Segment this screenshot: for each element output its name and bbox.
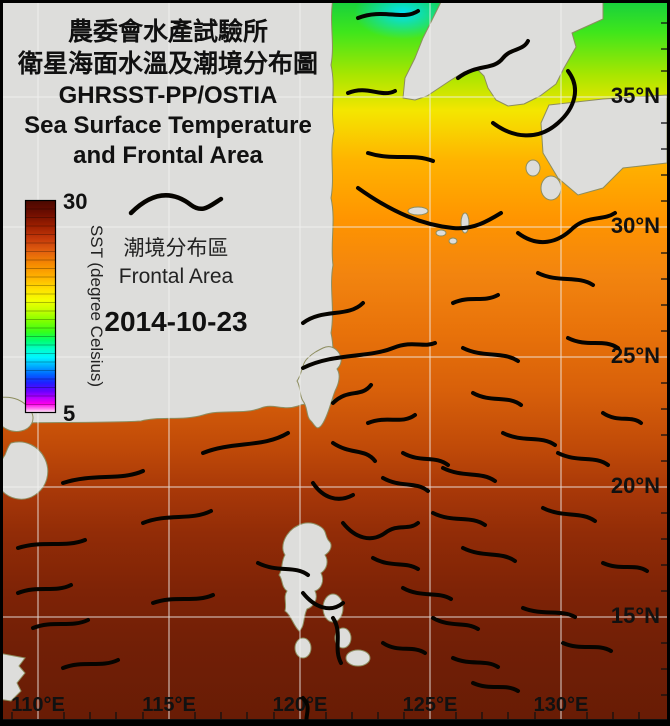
svg-text:GHRSST-PP/OSTIA: GHRSST-PP/OSTIA bbox=[59, 82, 278, 109]
svg-text:Frontal Area: Frontal Area bbox=[119, 265, 234, 288]
svg-text:20°N: 20°N bbox=[611, 473, 660, 498]
svg-text:5: 5 bbox=[63, 401, 75, 426]
svg-text:and Frontal Area: and Frontal Area bbox=[73, 142, 263, 169]
svg-text:35°N: 35°N bbox=[611, 83, 660, 108]
svg-text:Sea Surface Temperature: Sea Surface Temperature bbox=[24, 112, 312, 139]
svg-text:30°N: 30°N bbox=[611, 213, 660, 238]
svg-text:130°E: 130°E bbox=[534, 694, 589, 716]
svg-text:2014-10-23: 2014-10-23 bbox=[104, 306, 247, 337]
svg-text:110°E: 110°E bbox=[11, 694, 65, 716]
svg-text:115°E: 115°E bbox=[142, 694, 196, 716]
svg-text:120°E: 120°E bbox=[273, 694, 328, 716]
svg-text:SST (degree Celsius): SST (degree Celsius) bbox=[87, 225, 106, 387]
svg-text:衛星海面水溫及潮境分布圖: 衛星海面水溫及潮境分布圖 bbox=[17, 49, 318, 78]
svg-text:125°E: 125°E bbox=[403, 694, 458, 716]
svg-text:15°N: 15°N bbox=[611, 603, 660, 628]
svg-text:潮境分布區: 潮境分布區 bbox=[124, 237, 229, 260]
svg-text:農委會水產試驗所: 農委會水產試驗所 bbox=[68, 17, 268, 46]
svg-text:30: 30 bbox=[63, 189, 87, 214]
